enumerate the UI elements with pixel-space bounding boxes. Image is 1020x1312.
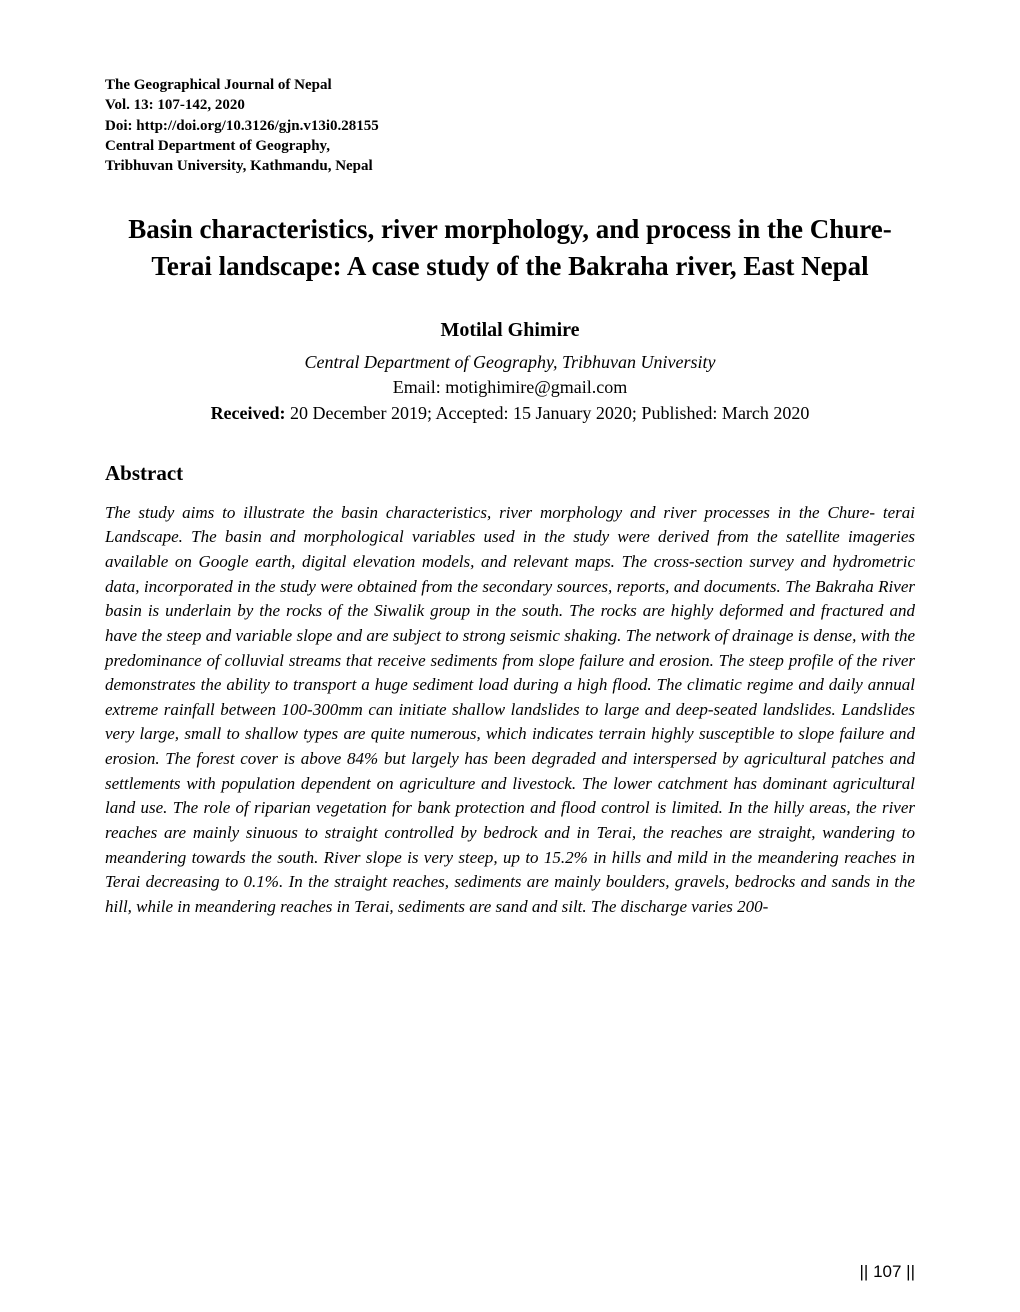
abstract-heading: Abstract: [105, 461, 915, 486]
received-label: Received:: [211, 403, 286, 423]
journal-volume: Vol. 13: 107-142, 2020: [105, 95, 915, 115]
publication-dates: Received: 20 December 2019; Accepted: 15…: [105, 401, 915, 426]
journal-name: The Geographical Journal of Nepal: [105, 75, 915, 95]
abstract-text: The study aims to illustrate the basin c…: [105, 501, 915, 920]
author-email: Email: motighimire@gmail.com: [105, 375, 915, 400]
page-number: || 107 ||: [860, 1262, 915, 1282]
journal-university: Tribhuvan University, Kathmandu, Nepal: [105, 156, 915, 176]
article-title: Basin characteristics, river morphology,…: [105, 211, 915, 284]
author-affiliation: Central Department of Geography, Tribhuv…: [105, 350, 915, 375]
author-name: Motilal Ghimire: [105, 319, 915, 342]
journal-info-block: The Geographical Journal of Nepal Vol. 1…: [105, 75, 915, 176]
journal-doi: Doi: http://doi.org/10.3126/gjn.v13i0.28…: [105, 116, 915, 136]
journal-department: Central Department of Geography,: [105, 136, 915, 156]
dates-text: 20 December 2019; Accepted: 15 January 2…: [286, 403, 810, 423]
